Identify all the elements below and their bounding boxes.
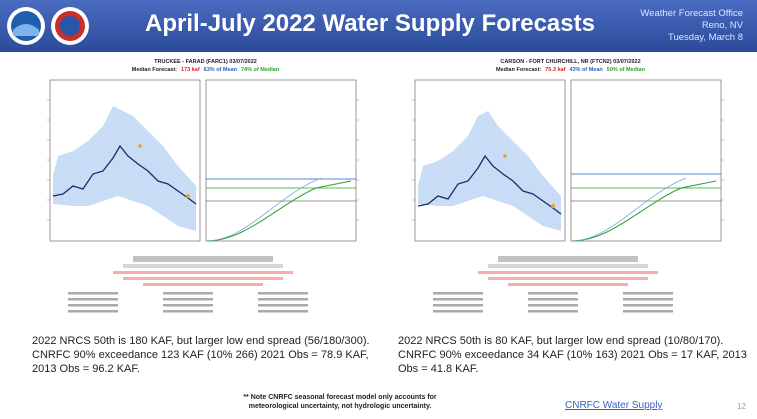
slide-title: April-July 2022 Water Supply Forecasts [145,10,595,37]
caption-line: 2013 Obs = 96.2 KAF. [32,363,140,375]
forecast-part: 50% of Median [606,67,645,73]
caption-line: CNRFC 90% exceedance 123 KAF (10% 266) 2… [32,349,369,361]
legend-item [258,310,308,313]
small-note [488,264,648,268]
forecast-part: 63% of Mean [203,67,237,73]
legend-item [433,292,483,295]
office-info: Weather Forecast Office Reno, NV Tuesday… [640,8,743,44]
accumulation-curve [205,177,322,242]
legend-item [163,310,213,313]
legend-item [528,304,578,307]
legend-item [258,304,308,307]
small-note [143,283,263,286]
caption-line: 2022 NRCS 50th is 80 KAF, but larger low… [398,335,724,347]
forecast-line [52,144,197,205]
legend-item [68,304,118,307]
obs-point [551,204,555,208]
small-note [478,271,658,274]
uncertainty-band [53,106,196,231]
office-line: Tuesday, March 8 [668,32,743,43]
small-note [123,277,283,280]
forecast-part: Median Forecast: [131,67,178,73]
chart-graphic [412,79,724,313]
small-note [133,256,273,262]
obs-point [138,144,142,148]
forecast-part: 75.3 kaf [545,67,566,73]
accumulation-curve [570,177,687,242]
legend-item [623,310,673,313]
caption-line: Obs = 41.8 KAF. [398,363,479,375]
legend-item [528,310,578,313]
obs-point [503,154,507,158]
legend-item [163,304,213,307]
legend-item [258,298,308,301]
caption-line: 2022 NRCS 50th is 180 KAF, but larger lo… [32,335,370,347]
legend-item [433,298,483,301]
legend-item [623,298,673,301]
legend-item [68,292,118,295]
footnote-line: ** Note CNRFC seasonal forecast model on… [243,394,437,401]
header: April-July 2022 Water Supply Forecasts W… [0,0,757,52]
legend-item [528,298,578,301]
forecast-part: 43% of Mean [569,67,603,73]
page-number: 12 [737,402,746,411]
small-note [508,283,628,286]
uncertainty-band [418,111,561,231]
forecast-part: Median Forecast: [496,67,542,73]
legend-item [163,298,213,301]
legend-item [163,292,213,295]
legend-item [433,304,483,307]
office-line: Reno, NV [701,20,743,31]
caption: 2022 NRCS 50th is 80 KAF, but larger low… [398,334,747,376]
footnote-line: meteorological uncertainty, not hydrolog… [248,403,432,410]
legend-item [528,292,578,295]
chart-graphic [47,79,359,313]
small-note [113,271,293,274]
obs-point [186,194,190,198]
forecast-part: 74% of Median [241,67,280,73]
cnrfc-link[interactable]: CNRFC Water Supply [565,400,663,411]
small-note [123,264,283,268]
legend-item [623,304,673,307]
plot-frame [570,79,722,242]
plot-frame [205,79,357,242]
small-note [488,277,648,280]
forecast-chart: CARSON - FORT CHURCHILL, NR (FTCN2) 03/0… [393,56,748,328]
legend-item [68,310,118,313]
chart-title: CARSON - FORT CHURCHILL, NR (FTCN2) 03/0… [500,59,641,65]
chart-title: TRUCKEE - FARAD (FARC1) 03/07/2022 [154,59,257,65]
caption-line: CNRFC 90% exceedance 34 KAF (10% 163) 20… [398,349,747,361]
forecast-line [417,154,562,215]
caption: 2022 NRCS 50th is 180 KAF, but larger lo… [32,334,370,376]
logos [7,7,89,45]
forecast-part: 173 kaf [181,67,200,73]
legend-item [623,292,673,295]
median-forecast: Median Forecast: 173 kaf 63% of Mean 74% of… [28,67,383,73]
legend-item [258,292,308,295]
footnote: ** Note CNRFC seasonal forecast model on… [220,393,460,411]
legend-item [68,298,118,301]
forecast-chart: TRUCKEE - FARAD (FARC1) 03/07/2022 Median… [28,56,383,328]
median-forecast: Median Forecast: 75.3 kaf 43% of Mean 50% o… [393,67,748,73]
office-line: Weather Forecast Office [640,8,743,19]
small-note [498,256,638,262]
legend-item [433,310,483,313]
